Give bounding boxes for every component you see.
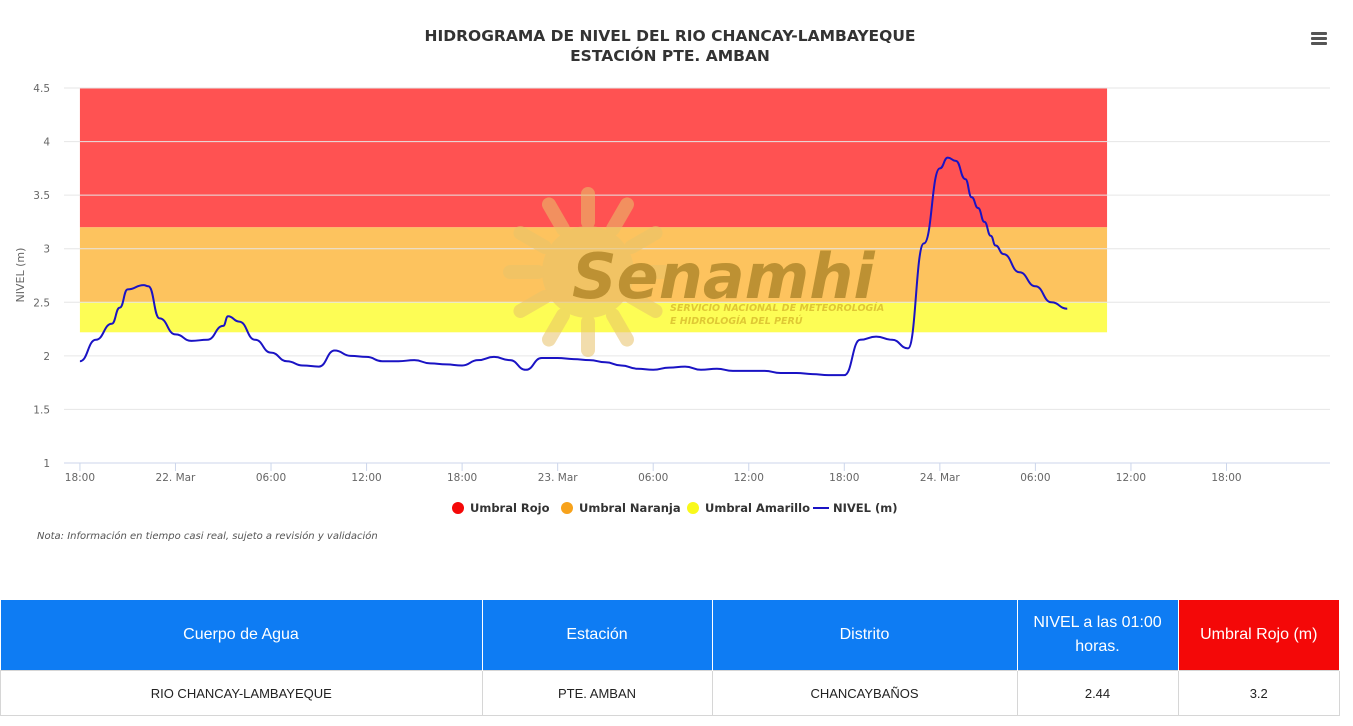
- x-tick-label: 06:00: [1020, 472, 1050, 484]
- cell-estacion: PTE. AMBAN: [481, 670, 713, 716]
- y-tick-label: 2: [43, 351, 50, 363]
- station-info-table: Cuerpo de Agua Estación Distrito NIVEL a…: [0, 600, 1340, 716]
- x-tick-label: 24. Mar: [920, 472, 961, 484]
- sun-ray: [513, 290, 552, 318]
- y-tick-label: 4: [43, 137, 50, 149]
- sun-logo-icon: [503, 187, 673, 357]
- hamburger-menu-icon[interactable]: [1306, 30, 1332, 50]
- x-tick-label: 18:00: [829, 472, 859, 484]
- legend-item-label: Umbral Amarillo: [705, 501, 810, 515]
- y-tick-label: 2.5: [33, 297, 50, 309]
- x-tick-label: 06:00: [638, 472, 668, 484]
- watermark-line2: E HIDROLOGÍA DEL PERÚ: [670, 315, 803, 327]
- chart-title: HIDROGRAMA DE NIVEL DEL RIO CHANCAY-LAMB…: [424, 27, 915, 45]
- cell-umbral-rojo: 3.2: [1177, 670, 1340, 716]
- hydrograph-chart: HIDROGRAMA DE NIVEL DEL RIO CHANCAY-LAMB…: [14, 27, 1330, 542]
- header-umbral-rojo: Umbral Rojo (m): [1178, 600, 1340, 671]
- sun-ray: [624, 290, 663, 318]
- table-header-row: Cuerpo de Agua Estación Distrito NIVEL a…: [0, 600, 1340, 671]
- header-cuerpo-de-agua: Cuerpo de Agua: [0, 600, 483, 671]
- x-tick-label: 12:00: [734, 472, 764, 484]
- legend-item-label: Umbral Naranja: [579, 501, 681, 515]
- x-tick-label: 12:00: [351, 472, 381, 484]
- sun-ray: [542, 308, 570, 347]
- y-axis-label: NIVEL (m): [14, 248, 27, 303]
- x-tick-label: 23. Mar: [538, 472, 579, 484]
- y-tick-label: 3: [43, 244, 50, 256]
- header-estacion: Estación: [482, 600, 713, 671]
- chart-legend: Umbral Rojo Umbral Naranja Umbral Amarillo…: [452, 501, 898, 515]
- sun-ray: [606, 197, 634, 236]
- sun-ray: [606, 308, 634, 347]
- y-tick-label: 1.5: [33, 404, 50, 416]
- senamhi-watermark: Senamhi SERVICIO NACIONAL DE METEOROLOGÍ…: [503, 187, 884, 357]
- y-tick-label: 3.5: [33, 190, 50, 202]
- legend-marker-dot: [452, 502, 464, 514]
- cell-nivel: 2.44: [1016, 670, 1179, 716]
- watermark-brand: Senamhi: [572, 240, 875, 313]
- x-tick-label: 18:00: [447, 472, 477, 484]
- x-tick-label: 12:00: [1116, 472, 1146, 484]
- x-tick-label: 06:00: [256, 472, 286, 484]
- sun-ray: [542, 197, 570, 236]
- cell-cuerpo-de-agua: RIO CHANCAY-LAMBAYEQUE: [0, 670, 483, 716]
- legend-item-label: Umbral Rojo: [470, 501, 550, 515]
- watermark-line1: SERVICIO NACIONAL DE METEOROLOGÍA: [670, 302, 884, 314]
- legend-item-label: NIVEL (m): [833, 501, 898, 515]
- y-tick-label: 4.5: [33, 83, 50, 95]
- y-tick-label: 1: [43, 458, 50, 470]
- legend-marker-dot: [687, 502, 699, 514]
- chart-subtitle: ESTACIÓN PTE. AMBAN: [570, 46, 770, 65]
- table-row: RIO CHANCAY-LAMBAYEQUE PTE. AMBAN CHANCA…: [0, 670, 1340, 716]
- x-tick-label: 18:00: [1211, 472, 1241, 484]
- sun-ray: [513, 226, 552, 254]
- cell-distrito: CHANCAYBAÑOS: [711, 670, 1018, 716]
- sun-ray: [624, 226, 663, 254]
- header-nivel: NIVEL a las 01:00 horas.: [1017, 600, 1179, 671]
- x-tick-label: 18:00: [65, 472, 95, 484]
- legend-marker-dot: [561, 502, 573, 514]
- chart-note: Nota: Información en tiempo casi real, s…: [37, 530, 378, 542]
- x-tick-label: 22. Mar: [156, 472, 197, 484]
- series-line-nivel: [79, 156, 1068, 377]
- header-distrito: Distrito: [712, 600, 1018, 671]
